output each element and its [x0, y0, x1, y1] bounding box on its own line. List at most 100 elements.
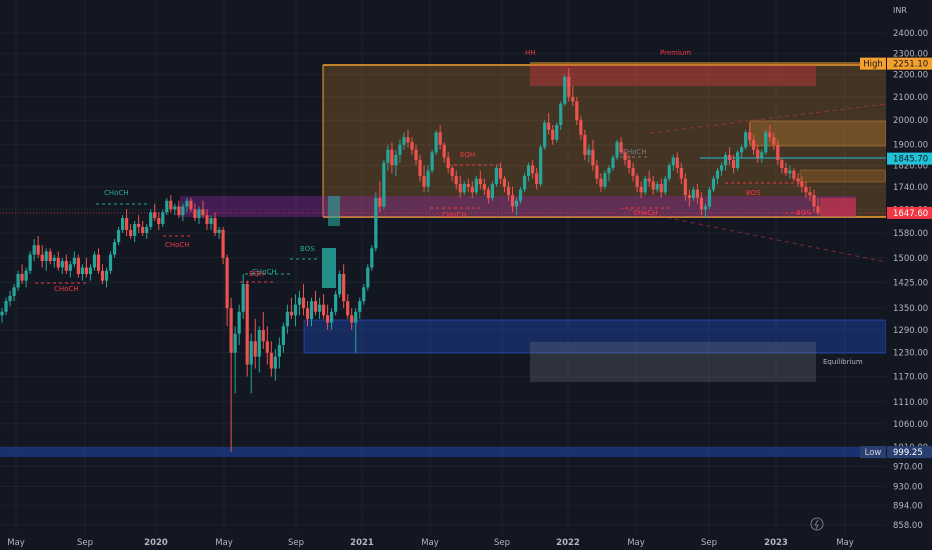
candle-body [414, 149, 418, 161]
time-tick-label: May [836, 538, 854, 548]
candle-body [20, 274, 24, 281]
price-tick-label: 930.00 [893, 482, 923, 492]
candle-body [764, 132, 768, 153]
price-marker-tag-label: High [863, 60, 883, 70]
price-marker-box [887, 446, 932, 459]
price-marker-box [887, 57, 932, 70]
candle-body [579, 120, 583, 135]
candle-body [346, 301, 350, 316]
candle-body [418, 160, 422, 176]
candle-body [253, 341, 257, 357]
candle-body [430, 152, 434, 171]
candle-body [209, 218, 213, 224]
candle-body [756, 149, 760, 158]
candle-body [792, 170, 796, 179]
candle-body [715, 170, 720, 179]
candle-body [269, 352, 273, 369]
candle-body [679, 167, 683, 179]
choch-label-3: CHoCH [54, 285, 79, 293]
candle-body [490, 184, 495, 198]
candle-body [32, 245, 36, 255]
candle-body [24, 270, 28, 281]
candle-body [655, 184, 659, 190]
candle-body [76, 257, 80, 275]
candle-body [635, 175, 639, 187]
candle-body [261, 329, 265, 342]
candle-body [442, 144, 446, 158]
premium-label: Premium [660, 49, 691, 57]
price-tick-label: 1060.00 [893, 420, 928, 430]
annotations: HH Premium Equilibrium CHoCH CHoCH CHoCH… [54, 49, 863, 366]
candle-body [816, 206, 820, 213]
candle-body [535, 173, 539, 185]
candle-body [462, 184, 466, 193]
candle-body [173, 206, 177, 210]
time-tick-label: May [627, 538, 645, 548]
candle-body [703, 206, 708, 210]
candle-body [619, 142, 623, 153]
time-tick-label: May [7, 538, 25, 548]
price-tick-label: 2100.00 [893, 93, 928, 103]
candle-body [398, 144, 402, 155]
price-marker-box [887, 206, 932, 219]
candle-body [88, 267, 93, 275]
price-tick-label: 1425.00 [893, 278, 928, 288]
price-tick-label: 1170.00 [893, 373, 928, 383]
candle-body [125, 218, 129, 230]
candle-body [116, 229, 121, 243]
candles-layer [0, 68, 820, 452]
candle-body [426, 170, 430, 187]
candle-body [531, 165, 535, 174]
time-tick-label: Sep [701, 538, 717, 548]
time-axis-panel[interactable] [0, 534, 886, 550]
bos-label-2: BOS [746, 189, 761, 197]
candle-body [201, 209, 205, 216]
candle-body [587, 149, 591, 155]
premium-range-zone [323, 65, 886, 217]
candle-body [567, 76, 571, 97]
candle-body [245, 284, 249, 365]
price-axis-panel[interactable] [886, 0, 932, 550]
candle-body [64, 261, 68, 271]
candle-body [350, 315, 354, 323]
equilibrium-zone [530, 342, 816, 382]
bos-green-box-2 [328, 196, 340, 226]
candle-body [48, 251, 52, 262]
candle-body [165, 200, 169, 213]
candle-body [281, 326, 285, 346]
candle-body [249, 341, 253, 365]
candle-body [740, 147, 744, 153]
candle-body [776, 144, 780, 161]
candle-body [695, 189, 700, 198]
time-tick-label: 2021 [350, 538, 374, 548]
candle-body [808, 192, 812, 196]
candle-body [595, 165, 599, 179]
candle-body [583, 134, 587, 155]
demand-zone-blue [303, 319, 887, 354]
candle-body [812, 195, 816, 207]
candle-body [555, 125, 559, 140]
candle-body [639, 186, 643, 193]
candle-body [591, 149, 595, 166]
candle-body [289, 311, 294, 316]
candle-body [233, 333, 237, 353]
candle-body [370, 248, 374, 268]
candle-body [217, 229, 221, 233]
candle-body [342, 274, 346, 302]
lightning-icon[interactable] [810, 517, 824, 531]
candle-body [470, 186, 474, 193]
candle-body [683, 178, 687, 196]
price-tick-label: 1500.00 [893, 254, 928, 264]
candle-body [687, 195, 691, 198]
candle-body [651, 181, 655, 190]
time-tick-label: May [215, 538, 233, 548]
candle-body [197, 209, 201, 219]
candle-body [466, 184, 470, 187]
candle-body [213, 218, 217, 233]
trendline-lower [619, 207, 887, 263]
candle-body [378, 197, 382, 207]
candle-body [631, 167, 635, 176]
candle-body [482, 184, 486, 190]
candle-body [334, 294, 338, 312]
